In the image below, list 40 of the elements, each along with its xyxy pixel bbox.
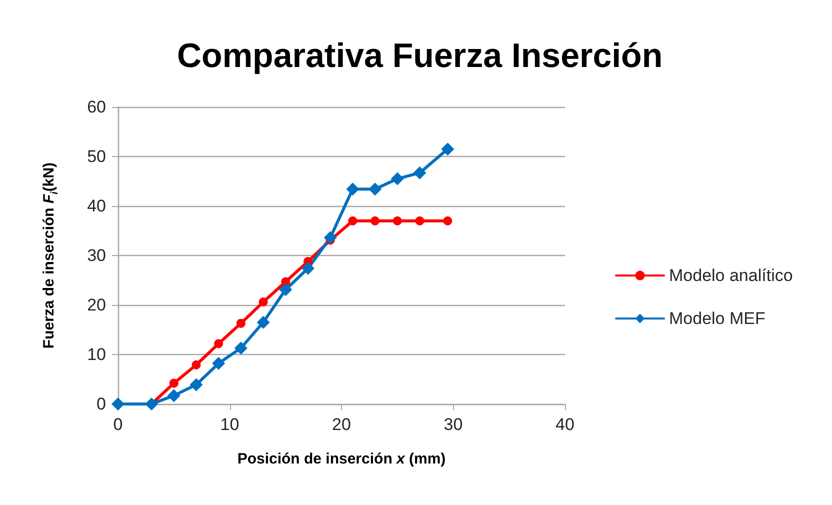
y-tick-label: 50 <box>87 147 106 166</box>
point <box>214 339 224 348</box>
point <box>279 283 292 296</box>
y-tick-label: 60 <box>87 98 106 116</box>
point <box>413 166 426 180</box>
point <box>258 298 268 307</box>
point <box>441 142 454 156</box>
y-tick-label: 40 <box>87 196 106 216</box>
x-tick-label: 10 <box>220 415 240 434</box>
chart-title: Comparativa Fuerza Inserción <box>177 37 663 75</box>
point <box>348 216 358 226</box>
point <box>234 342 248 355</box>
point <box>415 216 424 226</box>
y-tick-label: 10 <box>87 345 106 364</box>
y-tick-label: 20 <box>87 296 106 314</box>
point <box>192 360 201 370</box>
x-tick-label: 40 <box>556 415 574 434</box>
point <box>212 356 226 370</box>
point <box>169 378 178 388</box>
point <box>236 318 246 328</box>
point <box>301 262 314 275</box>
x-tick-label: 20 <box>332 415 351 434</box>
legend-label: Modelo MEF <box>669 309 766 328</box>
x-tick-label: 30 <box>444 415 463 434</box>
x-axis-title: Posición de inserción x (mm) <box>237 450 446 468</box>
y-tick-label: 0 <box>96 394 106 414</box>
point <box>368 182 382 196</box>
x-tick-label: 0 <box>113 415 123 434</box>
point <box>324 231 337 244</box>
point <box>390 172 404 186</box>
point <box>256 316 270 329</box>
point <box>392 216 402 226</box>
point <box>167 389 180 402</box>
point <box>370 216 380 226</box>
legend-label: Modelo analítico <box>669 266 793 285</box>
point <box>190 378 203 392</box>
point <box>346 182 360 196</box>
y-tick-label: 30 <box>87 246 106 265</box>
point <box>443 216 452 226</box>
y-axis-title: Fuerza de inserción Fi(kN) <box>40 162 60 349</box>
